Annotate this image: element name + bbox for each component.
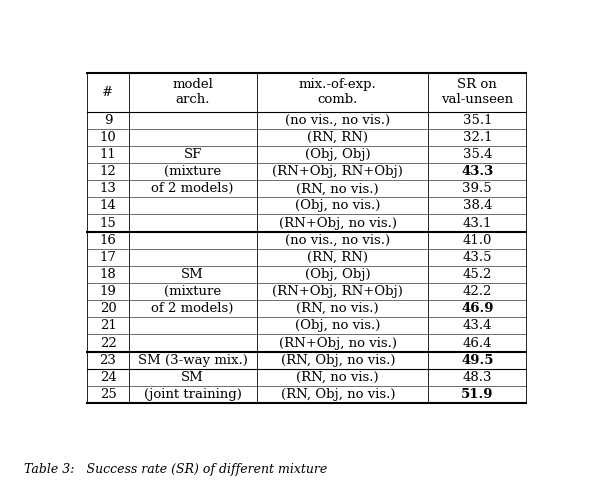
Text: 42.2: 42.2 [463, 285, 492, 298]
Text: (RN+Obj, no vis.): (RN+Obj, no vis.) [279, 336, 397, 349]
Text: #: # [103, 86, 114, 99]
Text: model
arch.: model arch. [172, 78, 213, 106]
Text: 43.1: 43.1 [463, 216, 492, 229]
Text: (RN+Obj, RN+Obj): (RN+Obj, RN+Obj) [273, 165, 403, 178]
Text: 17: 17 [100, 251, 116, 264]
Text: 32.1: 32.1 [463, 131, 492, 144]
Text: 49.5: 49.5 [461, 354, 493, 367]
Text: (mixture: (mixture [164, 165, 221, 178]
Text: 45.2: 45.2 [463, 268, 492, 281]
Text: Table 3:   Success rate (SR) of different mixture: Table 3: Success rate (SR) of different … [24, 464, 327, 476]
Text: (RN+Obj, no vis.): (RN+Obj, no vis.) [279, 216, 397, 229]
Text: 22: 22 [100, 336, 116, 349]
Text: (Obj, Obj): (Obj, Obj) [305, 268, 371, 281]
Text: (no vis., no vis.): (no vis., no vis.) [285, 114, 391, 127]
Text: 10: 10 [100, 131, 116, 144]
Text: SF: SF [183, 148, 202, 161]
Text: 46.9: 46.9 [461, 302, 493, 315]
Text: 12: 12 [100, 165, 116, 178]
Text: 46.4: 46.4 [463, 336, 492, 349]
Text: 23: 23 [100, 354, 116, 367]
Text: of 2 models): of 2 models) [152, 302, 234, 315]
Text: 24: 24 [100, 371, 116, 384]
Text: (RN, Obj, no vis.): (RN, Obj, no vis.) [281, 388, 395, 401]
Text: SM: SM [181, 268, 204, 281]
Text: (Obj, Obj): (Obj, Obj) [305, 148, 371, 161]
Text: 18: 18 [100, 268, 116, 281]
Text: 43.5: 43.5 [463, 251, 492, 264]
Text: 15: 15 [100, 216, 116, 229]
Text: 11: 11 [100, 148, 116, 161]
Text: 9: 9 [104, 114, 112, 127]
Text: (RN, Obj, no vis.): (RN, Obj, no vis.) [281, 354, 395, 367]
Text: (no vis., no vis.): (no vis., no vis.) [285, 234, 391, 247]
Text: 16: 16 [100, 234, 116, 247]
Text: mix.-of-exp.
comb.: mix.-of-exp. comb. [299, 78, 376, 106]
Text: 41.0: 41.0 [463, 234, 492, 247]
Text: 25: 25 [100, 388, 116, 401]
Text: 38.4: 38.4 [463, 200, 492, 213]
Text: 51.9: 51.9 [461, 388, 493, 401]
Text: (mixture: (mixture [164, 285, 221, 298]
Text: (Obj, no vis.): (Obj, no vis.) [295, 200, 381, 213]
Text: of 2 models): of 2 models) [152, 182, 234, 195]
Text: (RN, no vis.): (RN, no vis.) [297, 371, 379, 384]
Text: 13: 13 [100, 182, 116, 195]
Text: (RN, RN): (RN, RN) [307, 131, 368, 144]
Text: 35.4: 35.4 [463, 148, 492, 161]
Text: SM (3-way mix.): SM (3-way mix.) [137, 354, 248, 367]
Text: (RN, RN): (RN, RN) [307, 251, 368, 264]
Text: (RN, no vis.): (RN, no vis.) [297, 302, 379, 315]
Text: (RN+Obj, RN+Obj): (RN+Obj, RN+Obj) [273, 285, 403, 298]
Text: SM: SM [181, 371, 204, 384]
Text: 20: 20 [100, 302, 116, 315]
Text: 21: 21 [100, 320, 116, 333]
Text: 43.4: 43.4 [463, 320, 492, 333]
Text: 43.3: 43.3 [461, 165, 493, 178]
Text: SR on
val-unseen: SR on val-unseen [441, 78, 513, 106]
Text: 19: 19 [100, 285, 116, 298]
Text: (Obj, no vis.): (Obj, no vis.) [295, 320, 381, 333]
Text: 48.3: 48.3 [463, 371, 492, 384]
Text: (RN, no vis.): (RN, no vis.) [297, 182, 379, 195]
Text: 14: 14 [100, 200, 116, 213]
Text: (joint training): (joint training) [144, 388, 241, 401]
Text: 39.5: 39.5 [463, 182, 492, 195]
Text: 35.1: 35.1 [463, 114, 492, 127]
